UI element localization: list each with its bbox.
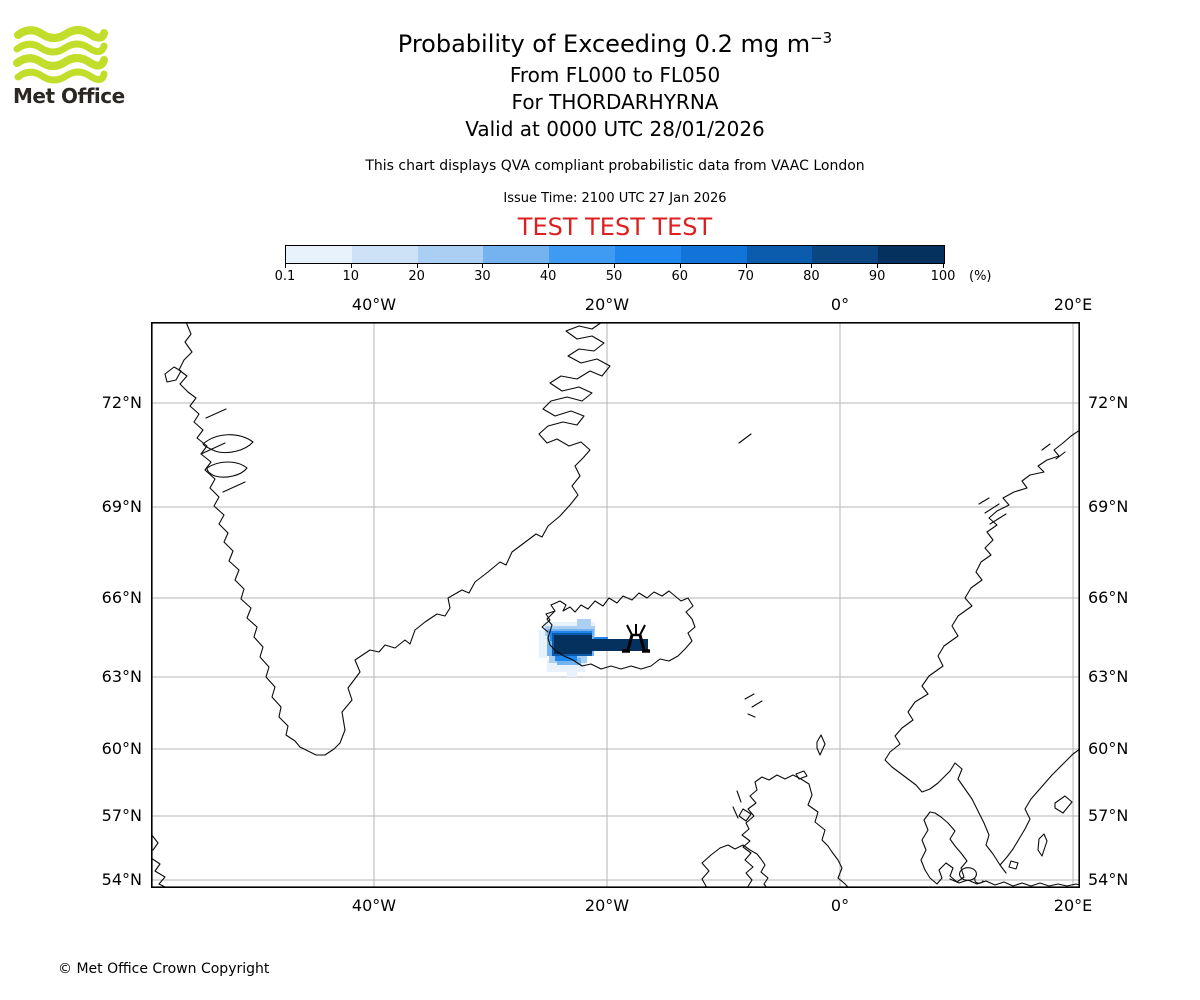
coast-bornholm: [1008, 860, 1019, 870]
test-banner: TEST TEST TEST: [517, 213, 713, 241]
subtitle-flight-levels: From FL000 to FL050: [509, 63, 721, 87]
colorbar-tick-label: 60: [671, 269, 689, 284]
lat-label-left-66n: 66°N: [101, 588, 142, 607]
lon-label-bottom-20e: 20°E: [1053, 896, 1093, 915]
colorbar-gradient: [285, 245, 945, 264]
lon-label-top-20w: 20°W: [584, 295, 630, 314]
met-office-waves-icon: [13, 26, 108, 84]
ash-probability-plume: [539, 619, 648, 677]
lat-label-right-69n: 69°N: [1088, 497, 1129, 516]
lat-label-right-60n: 60°N: [1088, 739, 1129, 758]
lat-label-left-57n: 57°N: [101, 806, 142, 825]
coastlines: [151, 322, 1080, 888]
map-border: [151, 322, 1080, 888]
colorbar-tick: [285, 264, 286, 268]
coast-hebrides: [732, 790, 752, 822]
lon-label-bottom-0: 0°: [830, 896, 850, 915]
issue-time: Issue Time: 2100 UTC 27 Jan 2026: [503, 191, 727, 206]
title-exponent: −3: [810, 29, 833, 47]
coast-south-baltic: [949, 878, 1080, 887]
coast-ireland: [701, 844, 769, 888]
colorbar-tick-label: 40: [539, 269, 557, 284]
subtitle-valid-time: Valid at 0000 UTC 28/01/2026: [465, 117, 765, 141]
colorbar-tick-label: 70: [737, 269, 754, 284]
colorbar-tick: [548, 264, 550, 268]
lat-label-left-63n: 63°N: [101, 667, 142, 686]
lat-label-left-54n: 54°N: [101, 870, 142, 889]
colorbar-tick-label: 30: [474, 269, 491, 284]
colorbar-segment: [878, 246, 944, 263]
coast-greenland-fjords: [164, 366, 246, 493]
lat-label-left-60n: 60°N: [101, 739, 142, 758]
colorbar-tick: [482, 264, 484, 268]
met-office-logo: Met Office: [13, 26, 125, 108]
coast-norway: [884, 429, 1080, 874]
volcano-marker: [622, 624, 650, 653]
coast-shetland: [816, 734, 826, 756]
colorbar-segment: [549, 246, 615, 263]
coast-greenland: [178, 322, 611, 756]
lon-label-top-20e: 20°E: [1053, 295, 1093, 314]
lat-label-left-72n: 72°N: [101, 393, 142, 412]
coast-denmark: [920, 811, 968, 885]
colorbar-tick-label: 90: [868, 269, 886, 284]
colorbar-segment: [680, 246, 747, 263]
coast-oland: [1037, 833, 1048, 857]
colorbar-tick: [679, 264, 681, 268]
page-title: Probability of Exceeding 0.2 mg m−3: [397, 29, 833, 58]
subtitle-volcano: For THORDARHYRNA: [511, 90, 719, 114]
coast-lofoten: [978, 443, 1066, 525]
coast-great-britain: [741, 774, 850, 888]
coast-sweden-baltic: [999, 748, 1080, 866]
coast-labrador: [151, 833, 168, 888]
colorbar-tick-label: 100: [930, 269, 956, 284]
colorbar-segment: [746, 246, 813, 263]
colorbar-unit: (%): [969, 269, 992, 284]
colorbar-segment: [351, 246, 418, 263]
coast-iceland-westfjords: [541, 610, 556, 633]
lat-label-right-72n: 72°N: [1088, 393, 1129, 412]
colorbar-tick-label: 10: [342, 269, 360, 284]
coast-iceland: [546, 590, 696, 670]
lon-label-bottom-20w: 20°W: [584, 896, 630, 915]
coast-faroe: [744, 693, 763, 718]
lat-label-right-57n: 57°N: [1088, 806, 1129, 825]
map-canvas: [151, 322, 1080, 888]
colorbar-tick: [877, 264, 879, 268]
lon-label-top-0: 0°: [830, 295, 850, 314]
qva-disclaimer: This chart displays QVA compliant probab…: [365, 158, 865, 174]
colorbar-tick-label: 0.1: [274, 269, 296, 284]
coast-greenland-fjords2: [202, 434, 254, 478]
colorbar-segment: [812, 246, 879, 263]
colorbar-segment: [483, 246, 550, 263]
copyright-notice: © Met Office Crown Copyright: [58, 961, 270, 977]
colorbar-tick: [943, 264, 944, 268]
lat-label-right-54n: 54°N: [1088, 870, 1129, 889]
graticule: [151, 322, 1080, 888]
colorbar-tick: [811, 264, 813, 268]
colorbar-segment: [286, 246, 352, 263]
met-office-logo-text: Met Office: [13, 84, 125, 108]
colorbar-tick-label: 20: [408, 269, 425, 284]
coast-gotland: [1054, 795, 1073, 814]
map-panel: [151, 322, 1080, 888]
lat-label-right-63n: 63°N: [1088, 667, 1129, 686]
lat-label-right-66n: 66°N: [1088, 588, 1129, 607]
lon-label-bottom-40w: 40°W: [351, 896, 397, 915]
colorbar-tick: [416, 264, 418, 268]
colorbar-tick: [614, 264, 615, 268]
lon-label-top-40w: 40°W: [351, 295, 397, 314]
colorbar-segment: [614, 246, 681, 263]
lat-label-left-69n: 69°N: [101, 497, 142, 516]
colorbar-segment: [417, 246, 484, 263]
coast-jan-mayen: [738, 433, 752, 444]
colorbar-tick-label: 50: [605, 269, 623, 284]
colorbar-tick: [350, 264, 352, 268]
colorbar-tick: [745, 264, 747, 268]
colorbar-tick-label: 80: [803, 269, 820, 284]
